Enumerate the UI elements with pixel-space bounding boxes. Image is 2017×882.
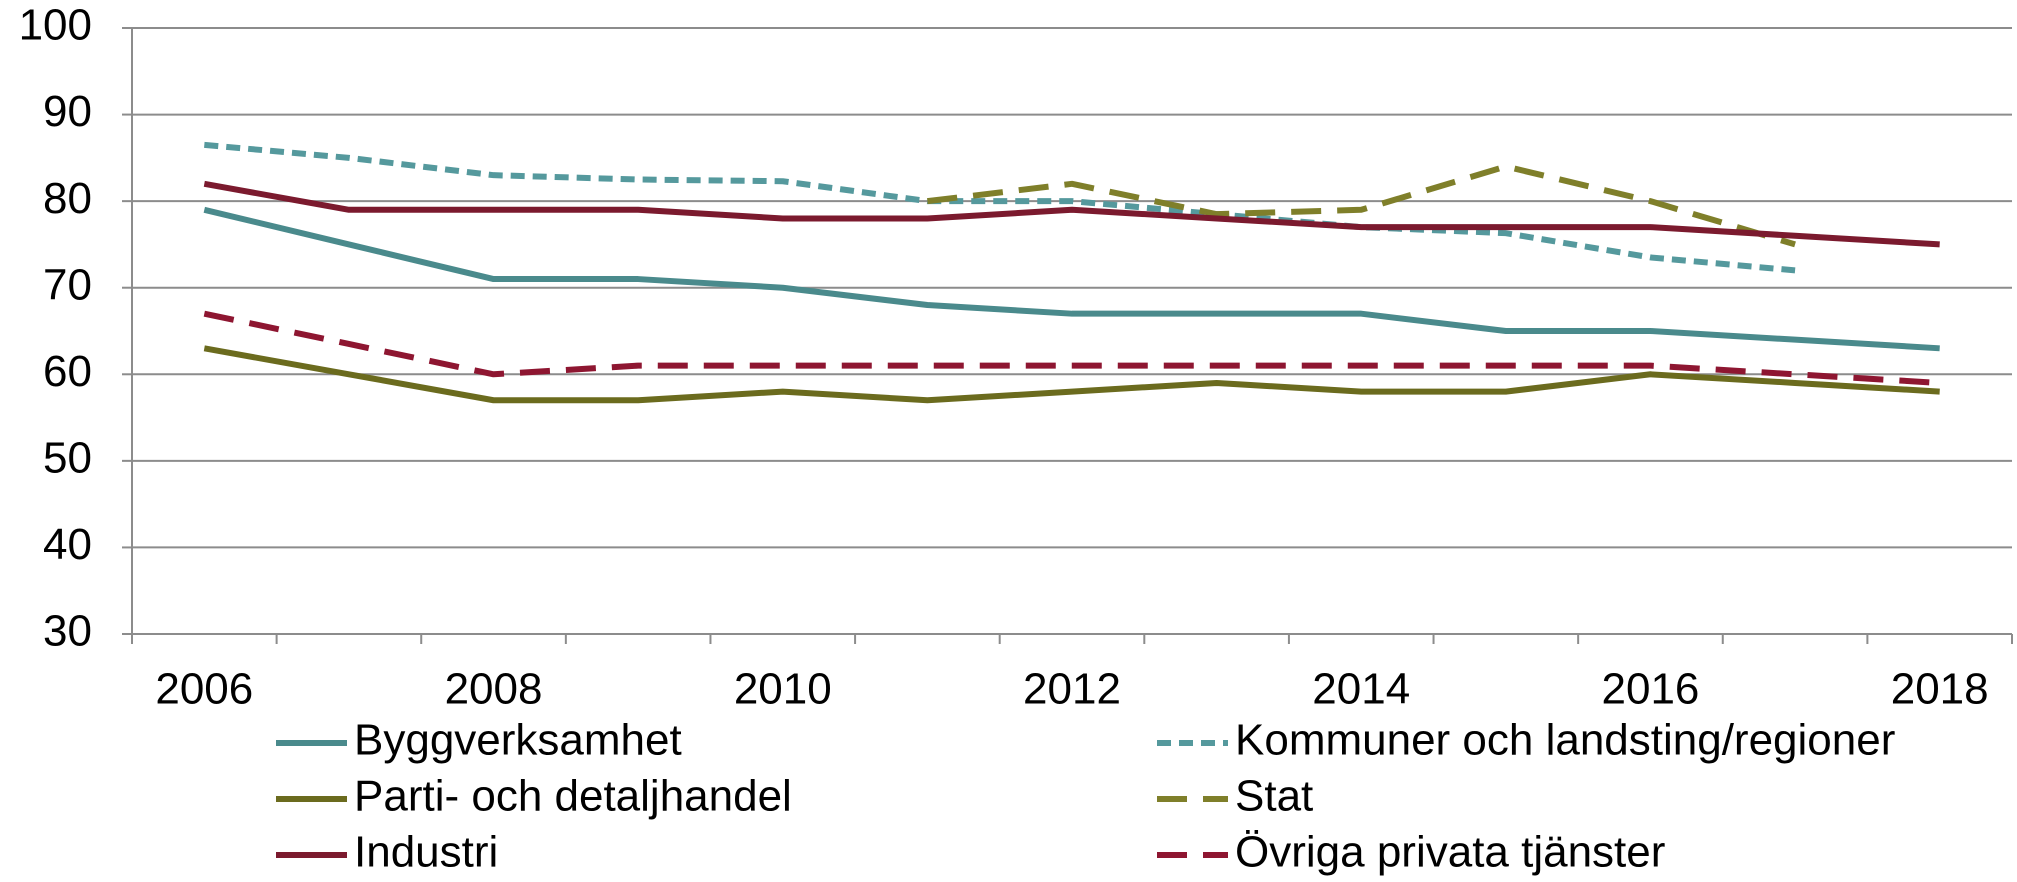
series-line [203, 310, 1940, 386]
y-tick-label: 100 [19, 1, 92, 50]
x-tick-label: 2010 [734, 665, 832, 714]
series-line [927, 163, 1796, 248]
legend-label: Stat [1235, 772, 1313, 821]
legend-label: Parti- och detaljhandel [354, 772, 792, 821]
legend-label: Övriga privata tjänster [1235, 828, 1665, 877]
series-line [203, 206, 1940, 352]
legend-label: Kommuner och landsting/regioner [1235, 716, 1895, 765]
x-tick-label: 2016 [1602, 665, 1700, 714]
series-line [203, 180, 1940, 248]
series-line [204, 141, 1796, 274]
y-tick-label: 70 [43, 260, 92, 309]
legend-label: Byggverksamhet [354, 716, 682, 765]
y-tick-label: 90 [43, 87, 92, 136]
x-tick-label: 2008 [445, 665, 543, 714]
y-tick-label: 30 [43, 607, 92, 656]
y-tick-label: 80 [43, 174, 92, 223]
y-tick-label: 40 [43, 520, 92, 569]
series-line [203, 345, 1940, 404]
x-tick-label: 2018 [1891, 665, 1989, 714]
x-tick-label: 2012 [1023, 665, 1121, 714]
legend-label: Industri [354, 828, 498, 877]
y-tick-label: 50 [43, 433, 92, 482]
x-tick-label: 2006 [155, 665, 253, 714]
y-tick-label: 60 [43, 347, 92, 396]
x-tick-label: 2014 [1312, 665, 1410, 714]
